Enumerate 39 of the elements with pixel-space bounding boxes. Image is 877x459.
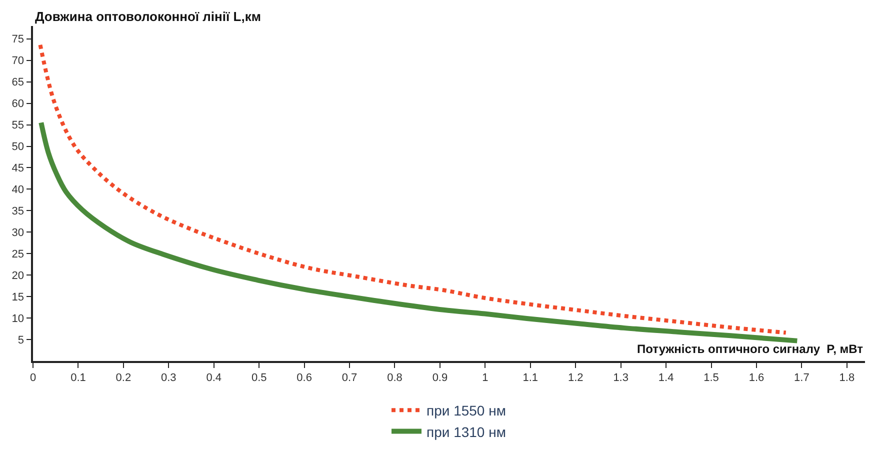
x-tick-label: 1.6 [748,372,764,384]
x-tick-label: 0.6 [296,372,312,384]
y-tick-label: 35 [12,206,24,218]
x-tick-label: 1.8 [839,372,855,384]
y-tick-label: 15 [12,291,24,304]
y-tick-label: 40 [12,184,24,196]
x-tick-label: 0.2 [116,372,132,384]
x-tick-label: 0.7 [342,372,358,384]
y-tick-label: 55 [12,120,24,132]
x-tick-label: 0.9 [432,372,448,384]
x-tick-label: 1 [482,372,488,384]
y-tick-label: 65 [12,76,24,89]
legend-label: при 1550 нм [426,402,506,419]
x-tick-label: 0.1 [70,372,86,384]
x-tick-label: 0.5 [251,372,267,384]
y-tick-label: 75 [12,34,24,46]
y-tick-label: 30 [12,227,24,239]
x-tick-label: 1.3 [613,372,628,384]
y-tick-label: 20 [12,270,24,282]
x-tick-label: 1.1 [522,372,538,384]
x-tick-label: 1.7 [794,372,810,384]
x-tick-label: 0 [30,372,36,384]
y-tick-label: 25 [12,248,24,260]
y-tick-label: 5 [18,334,24,346]
y-tick-label: 60 [12,98,24,110]
line-series [38,42,788,335]
y-tick-label: 70 [12,55,24,68]
y-tick-label: 50 [12,141,24,154]
y-axis-title: Довжина оптоволоконної лінії L,км [35,9,261,24]
y-tick-label: 10 [12,312,24,325]
x-tick-label: 0.3 [161,372,176,384]
legend-label: при 1310 нм [426,424,506,440]
x-tick-label: 1.4 [658,372,674,384]
x-axis-title: Потужність оптичного сигналу P, мВт [637,342,864,356]
y-tick-label: 45 [12,162,24,175]
x-tick-label: 0.4 [206,372,222,384]
x-tick-label: 1.5 [704,372,719,384]
x-tick-label: 1.2 [568,372,584,384]
x-tick-label: 0.8 [387,372,402,384]
